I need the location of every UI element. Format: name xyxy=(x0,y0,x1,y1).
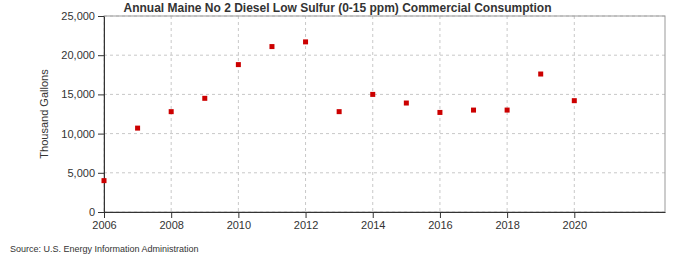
tick: 0 xyxy=(89,206,104,218)
grid-line xyxy=(104,94,665,95)
tick: 2018 xyxy=(495,212,519,231)
point xyxy=(370,92,375,97)
tick-label: 2016 xyxy=(428,219,452,231)
tick-mark xyxy=(98,134,104,135)
tick: 5,000 xyxy=(67,167,104,179)
tick-label: 2012 xyxy=(294,219,318,231)
point xyxy=(505,108,510,113)
tick: 2006 xyxy=(92,212,116,231)
tick-label: 2020 xyxy=(563,219,587,231)
tick-label: 2006 xyxy=(92,219,116,231)
tick-mark xyxy=(373,212,374,218)
point xyxy=(404,101,409,106)
grid-line xyxy=(238,16,239,212)
grid-line xyxy=(104,172,665,173)
point xyxy=(236,62,241,67)
tick-label: 5,000 xyxy=(67,167,95,179)
tick-mark xyxy=(98,55,104,56)
y-axis-title: Thousand Gallons xyxy=(38,69,50,159)
tick-label: 10,000 xyxy=(61,128,95,140)
tick-mark xyxy=(440,212,441,218)
tick-label: 2018 xyxy=(495,219,519,231)
tick-mark xyxy=(98,173,104,174)
point xyxy=(102,178,107,183)
x-axis: 2006 2008 2010 2012 2014 2016 2018 2020 xyxy=(92,212,665,231)
point xyxy=(303,39,308,44)
point xyxy=(337,109,342,114)
tick-label: 20,000 xyxy=(61,49,95,61)
grid-line xyxy=(104,133,665,134)
grid-line xyxy=(104,55,665,56)
point xyxy=(269,44,274,49)
tick: 2012 xyxy=(294,212,318,231)
point xyxy=(437,110,442,115)
grid-line xyxy=(507,16,508,212)
point xyxy=(202,96,207,101)
tick-mark xyxy=(98,94,104,95)
tick: 2016 xyxy=(428,212,452,231)
tick: 25,000 xyxy=(61,10,104,22)
tick-mark xyxy=(104,212,105,218)
grid-line xyxy=(574,16,575,212)
tick: 2020 xyxy=(563,212,587,231)
point xyxy=(169,109,174,114)
tick: 10,000 xyxy=(61,128,104,140)
tick: 2010 xyxy=(227,212,251,231)
y-axis: 0 5,000 10,000 15,000 20,000 25,000 xyxy=(61,10,104,218)
title: Annual Maine No 2 Diesel Low Sulfur (0-1… xyxy=(123,1,551,15)
tick-mark xyxy=(574,212,575,218)
point xyxy=(135,126,140,131)
tick-mark xyxy=(98,16,104,17)
tick: 2014 xyxy=(361,212,385,231)
grid-line xyxy=(372,16,373,212)
tick-label: 25,000 xyxy=(61,10,95,22)
tick-label: 0 xyxy=(89,206,95,218)
tick-mark xyxy=(507,212,508,218)
source: Source: U.S. Energy Information Administ… xyxy=(10,244,199,254)
chart: Annual Maine No 2 Diesel Low Sulfur (0-1… xyxy=(0,0,675,275)
point xyxy=(538,72,543,77)
grid-line xyxy=(305,16,306,212)
tick: 2008 xyxy=(159,212,183,231)
points xyxy=(102,39,577,183)
plot: 2006 2008 2010 2012 2014 2016 2018 2020 0 5,000 10… xyxy=(61,10,665,231)
tick: 15,000 xyxy=(61,88,104,100)
tick: 20,000 xyxy=(61,49,104,61)
grid xyxy=(104,16,665,212)
tick-label: 15,000 xyxy=(61,88,95,100)
tick-mark xyxy=(98,212,104,213)
point xyxy=(572,98,577,103)
axis-line xyxy=(105,212,666,213)
tick-label: 2008 xyxy=(159,219,183,231)
tick-mark xyxy=(238,212,239,218)
plot-frame xyxy=(104,16,665,212)
tick-mark xyxy=(171,212,172,218)
tick-mark xyxy=(306,212,307,218)
point xyxy=(471,108,476,113)
tick-label: 2010 xyxy=(227,219,251,231)
tick-label: 2014 xyxy=(361,219,385,231)
